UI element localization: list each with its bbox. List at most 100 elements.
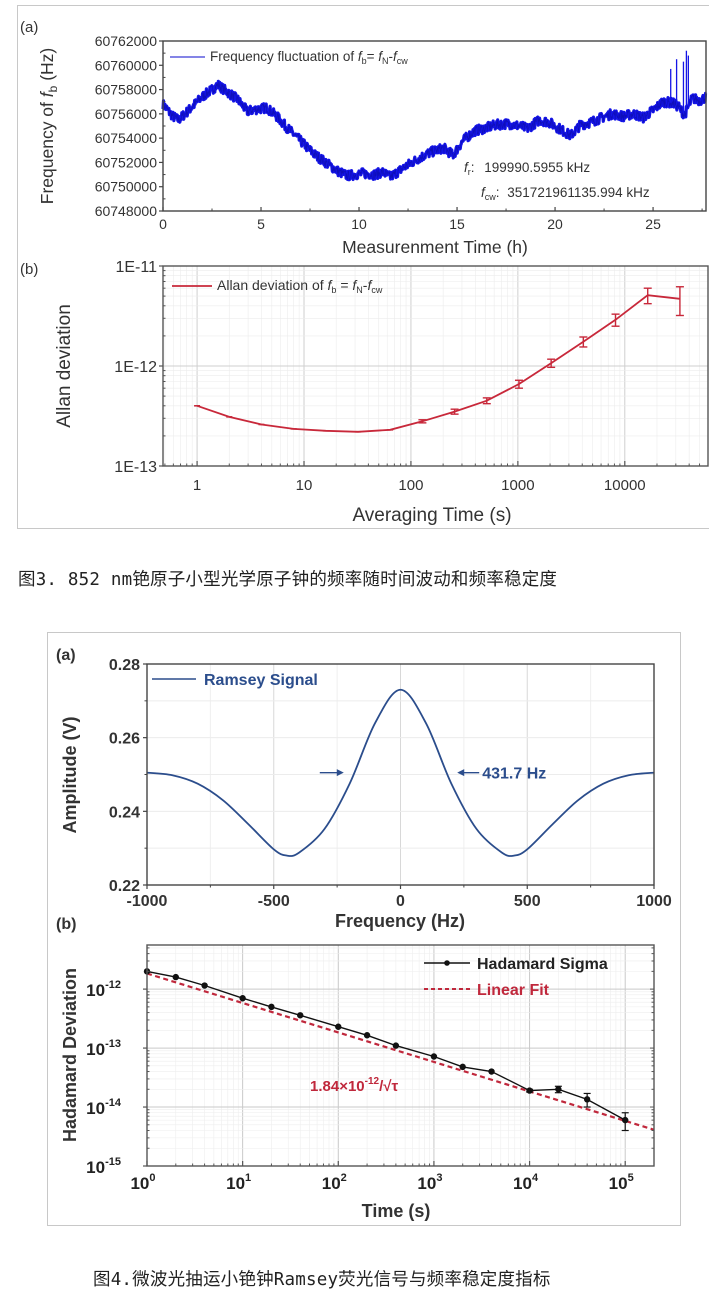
fig4b-legend-text-data: Hadamard Sigma xyxy=(477,956,608,973)
fig4b-fit-annotation: 1.84×10-12/√τ xyxy=(310,1076,398,1095)
figure-3-frame xyxy=(17,5,709,529)
fig4b-data-point xyxy=(239,995,246,1002)
fig4a-arrow-right-head xyxy=(457,769,465,777)
fig3a-y-tick-label: 60752000 xyxy=(95,154,158,170)
fig4a-x-tick-label: 0 xyxy=(396,893,405,910)
fig4b-data-point xyxy=(488,1068,495,1075)
figure-3-caption: 图3. 852 nm铯原子小型光学原子钟的频率随时间波动和频率稳定度 xyxy=(18,570,558,590)
fig4b-series-group xyxy=(143,968,655,1132)
fig3a-annotation-fr: fr: 199990.5955 kHz xyxy=(464,160,590,177)
fig3b-x-tick-label: 1 xyxy=(193,477,201,494)
fig4b-y-tick-label: 10-12 xyxy=(86,979,121,1000)
fig4b-hadamard-line xyxy=(146,970,626,1121)
fig4a-y-tick-label: 0.28 xyxy=(109,657,140,674)
fig4a-x-tick-label: 500 xyxy=(514,893,541,910)
fig4b-x-tick-label: 100 xyxy=(130,1172,155,1193)
fig4b-data-point xyxy=(583,1096,591,1103)
fig4b-data-point xyxy=(172,973,179,981)
fig3a-y-tick-label: 60756000 xyxy=(95,106,158,122)
fig4b-linear-fit-line xyxy=(146,972,655,1131)
fig3a-x-tick-label: 20 xyxy=(547,216,563,232)
fig4b-chart: (b) 100 101 102 103 104 105 10-15 10-14 10-13 10… xyxy=(56,916,655,1221)
fig4a-x-tick-label: 1000 xyxy=(636,893,672,910)
fig4b-x-tick-label: 102 xyxy=(322,1172,347,1193)
fig4b-x-axis-label: Time (s) xyxy=(362,1201,431,1221)
fig4b-data-point xyxy=(459,1063,466,1071)
fig4b-data-point xyxy=(430,1053,438,1060)
fig3a-x-tick-label: 25 xyxy=(645,216,661,232)
fig3b-legend-text: Allan deviation of fb = fN-fcw xyxy=(217,277,383,295)
fig4b-legend-text-fit: Linear Fit xyxy=(477,982,550,999)
fig3a-ylabel-sub: b xyxy=(46,85,60,92)
fig4b-y-tick-label: 10-14 xyxy=(86,1097,122,1118)
fig3a-x-tick-label: 0 xyxy=(159,216,167,232)
fig3a-y-tick-label: 60754000 xyxy=(95,130,158,146)
fig4b-data-point xyxy=(335,1023,342,1030)
fig4a-arrow-left-head xyxy=(336,769,344,777)
fig3b-x-tick-label: 10 xyxy=(296,477,313,494)
fig3a-x-tick-label: 15 xyxy=(449,216,465,232)
fig3b-x-tick-label: 10000 xyxy=(604,477,646,494)
fig4b-panel-label: (b) xyxy=(56,916,76,933)
fig3b-y-tick-label: 1E-13 xyxy=(114,459,157,476)
fig3b-x-axis-label: Averaging Time (s) xyxy=(352,505,511,526)
fig3b-y-tick-label: 1E-12 xyxy=(114,359,157,376)
fig3b-y-tick-label: 1E-11 xyxy=(115,259,157,276)
fig3a-annotation-fcw: fcw: 351721961135.994 kHz xyxy=(481,185,650,202)
fig4a-panel-label: (a) xyxy=(56,647,76,664)
fig4a-x-tick-label: -1000 xyxy=(127,893,168,910)
fig4b-plot-frame xyxy=(146,944,655,1167)
fig4b-data-point xyxy=(622,1116,629,1124)
fig4a-series-group xyxy=(146,688,655,857)
fig4a-legend-text: Ramsey Signal xyxy=(204,672,318,689)
fig4b-data-point xyxy=(363,1032,371,1039)
fig4b-data-point xyxy=(392,1042,400,1049)
fig4b-data-point xyxy=(555,1086,562,1093)
fig3a-chart: (a) 0 5 10 15 20 25 60748000 60750000 60752000 6… xyxy=(20,19,708,257)
fig3b-panel-label: (b) xyxy=(20,261,38,278)
fig3a-y-tick-label: 60750000 xyxy=(95,179,158,195)
fig3a-x-axis-label: Measurenment Time (h) xyxy=(342,237,528,257)
fig4a-chart: (a) -1000 -500 0 500 1000 0.22 0.24 0.26 0.28 F… xyxy=(56,647,672,931)
fig4a-y-tick-label: 0.22 xyxy=(109,878,140,895)
fig4b-x-tick-label: 103 xyxy=(417,1172,442,1193)
fig4b-y-tick-label: 10-15 xyxy=(86,1156,121,1177)
fig3a-x-tick-label: 10 xyxy=(351,216,367,232)
fig3a-ylabel-post: (Hz) xyxy=(37,48,57,86)
fig3b-x-tick-label: 100 xyxy=(398,477,423,494)
fig4a-fwhm-annotation: 431.7 Hz xyxy=(319,766,546,783)
fig3a-x-tick-label: 5 xyxy=(257,216,265,232)
fig4a-y-tick-label: 0.26 xyxy=(109,731,140,748)
fig3a-ylabel-f: f xyxy=(37,90,57,97)
fig3b-chart: (b) 1 10 100 1000 10000 1E-13 1E-12 1E-11 Aver… xyxy=(20,259,709,526)
fig3a-panel-label: (a) xyxy=(20,19,38,36)
fig4a-x-tick-label: -500 xyxy=(258,893,290,910)
fig3a-y-tick-label: 60762000 xyxy=(95,33,158,49)
fig4b-data-point xyxy=(268,1003,275,1011)
fig4b-legend-marker xyxy=(444,960,450,966)
fig3a-ylabel-pre: Frequency of xyxy=(37,97,57,204)
fig3a-y-tick-label: 60758000 xyxy=(95,82,158,98)
fig3a-legend-text: Frequency fluctuation of fb= fN-fcw xyxy=(210,49,408,66)
fig3a-y-tick-label: 60748000 xyxy=(95,203,158,219)
fig4b-data-point xyxy=(297,1012,304,1019)
fig4b-x-tick-label: 105 xyxy=(609,1172,634,1193)
fig4b-x-tick-label: 104 xyxy=(513,1172,539,1193)
figure-4-caption: 图4.微波光抽运小铯钟Ramsey荧光信号与频率稳定度指标 xyxy=(93,1270,551,1290)
fig3a-y-axis-label: Frequency of fb (Hz) xyxy=(37,48,60,204)
fig3a-data-line xyxy=(161,79,708,182)
fig4a-y-tick-label: 0.24 xyxy=(109,804,140,821)
fig4b-data-point xyxy=(201,982,208,989)
fig4a-ramsey-curve xyxy=(146,688,655,857)
fig3b-data-line xyxy=(196,294,681,433)
fig4a-y-axis-label: Amplitude (V) xyxy=(60,717,80,834)
fig3b-x-tick-label: 1000 xyxy=(501,477,534,494)
fig3a-series-group xyxy=(161,50,708,182)
fig3b-y-axis-label: Allan deviation xyxy=(54,304,75,428)
fig4a-fwhm-label: 431.7 Hz xyxy=(482,766,546,783)
fig3a-data-line-core xyxy=(162,81,707,181)
fig4b-y-tick-label: 10-13 xyxy=(86,1038,121,1059)
fig3a-y-tick-label: 60760000 xyxy=(95,57,158,73)
fig3b-series-group xyxy=(194,286,684,433)
